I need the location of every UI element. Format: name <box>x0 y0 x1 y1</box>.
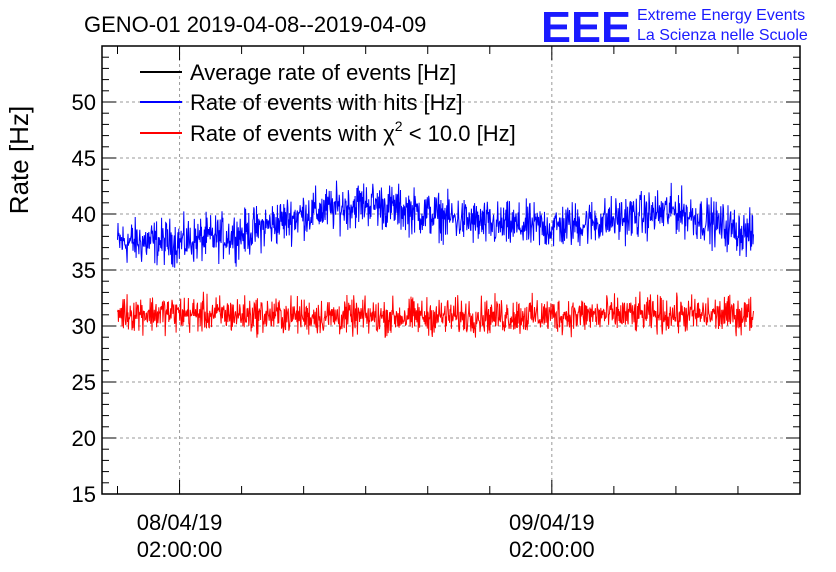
legend-label-hits: Rate of events with hits [Hz] <box>190 90 463 115</box>
legend-chi2-symbol: χ <box>383 121 395 146</box>
y-tick-label: 25 <box>72 370 96 395</box>
logo-line2: La Scienza nelle Scuole <box>637 27 808 44</box>
eee-logo: EEE Extreme Energy Events La Scienza nel… <box>541 3 808 52</box>
logo-line1: Extreme Energy Events <box>637 7 805 24</box>
series-line-chi2 <box>117 291 754 338</box>
y-tick-label: 30 <box>72 314 96 339</box>
x-tick-label-time: 02:00:00 <box>509 537 595 562</box>
x-tick-label-date: 09/04/19 <box>509 510 595 535</box>
x-tick-label-time: 02:00:00 <box>137 537 223 562</box>
legend-chi2-exponent: 2 <box>395 118 403 134</box>
legend-label-chi2: Rate of events with χ2 < 10.0 [Hz] <box>190 118 516 146</box>
legend-label-average: Average rate of events [Hz] <box>190 60 456 85</box>
legend-chi2-prefix: Rate of events with <box>190 121 383 146</box>
y-axis-title: Rate [Hz] <box>4 106 34 214</box>
y-axis-ticks: 15 20 25 30 35 40 45 50 <box>72 45 800 507</box>
chart-title: GENO-01 2019-04-08--2019-04-09 <box>84 12 426 37</box>
y-tick-label: 40 <box>72 202 96 227</box>
y-tick-label: 20 <box>72 426 96 451</box>
x-tick-label-date: 08/04/19 <box>137 510 223 535</box>
series-layer <box>117 180 754 338</box>
legend-chi2-suffix: < 10.0 [Hz] <box>403 121 516 146</box>
y-tick-label: 45 <box>72 146 96 171</box>
series-line-hits <box>117 180 754 268</box>
y-tick-label: 50 <box>72 90 96 115</box>
legend: Average rate of events [Hz] Rate of even… <box>140 60 516 146</box>
y-tick-label: 35 <box>72 258 96 283</box>
y-tick-label: 15 <box>72 482 96 507</box>
logo-mark: EEE <box>541 3 631 52</box>
